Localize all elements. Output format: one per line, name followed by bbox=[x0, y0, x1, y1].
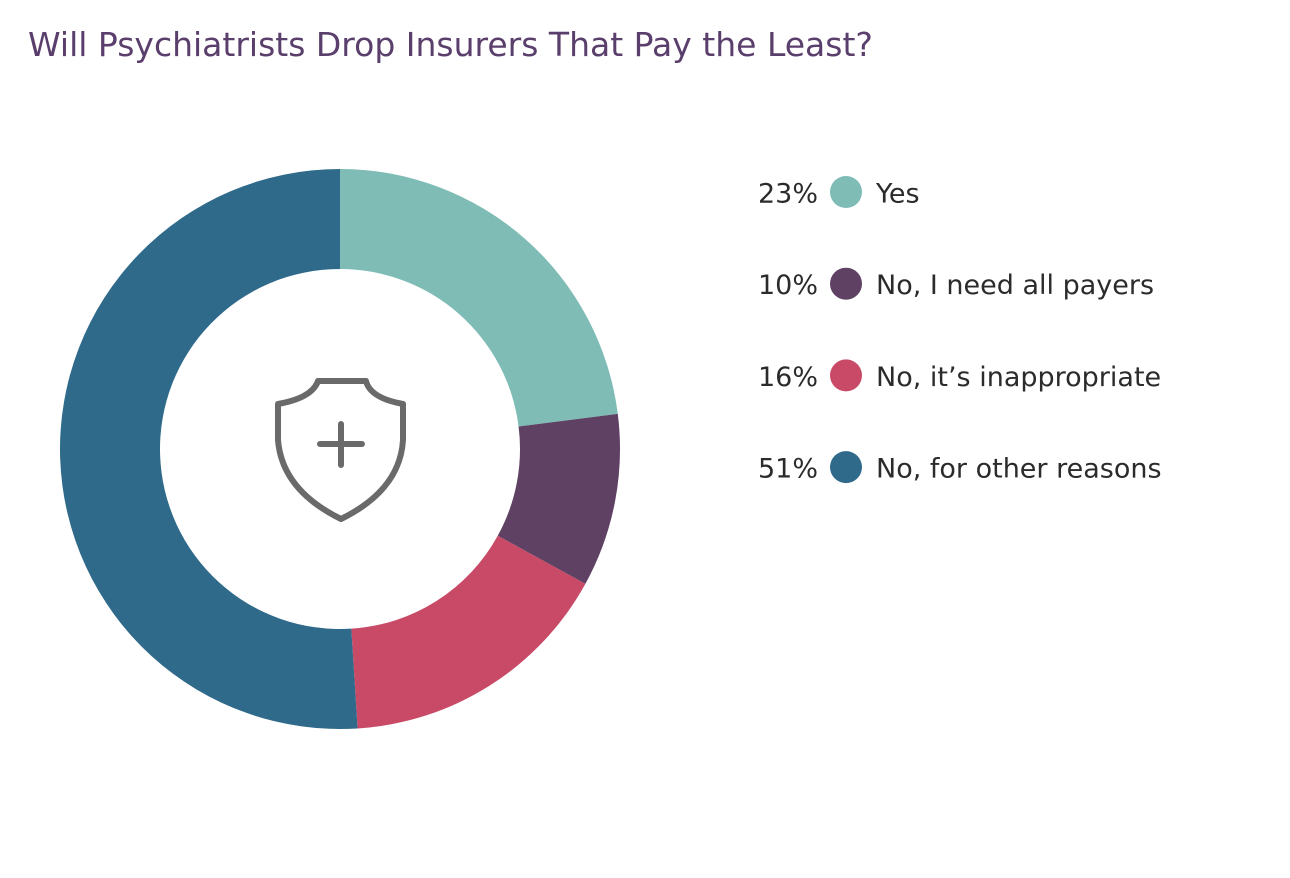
donut-slice bbox=[497, 413, 620, 584]
legend: 23% Yes 10% No, I need all payers 16% No, it’… bbox=[758, 176, 1162, 485]
legend-swatch bbox=[830, 359, 862, 392]
legend-label: Yes bbox=[875, 179, 920, 210]
legend-label: No, I need all payers bbox=[876, 270, 1154, 301]
legend-value: 10% bbox=[758, 270, 818, 301]
donut-slice bbox=[340, 169, 618, 427]
donut bbox=[60, 169, 620, 729]
shield bbox=[275, 378, 406, 522]
shield-icon bbox=[275, 378, 406, 522]
legend-value: 51% bbox=[758, 454, 818, 485]
legend-swatch bbox=[830, 451, 862, 484]
donut-slice bbox=[60, 169, 358, 729]
legend-label: No, for other reasons bbox=[876, 454, 1162, 485]
chart-title: Will Psychiatrists Drop Insurers That Pa… bbox=[28, 25, 873, 64]
donut-slice bbox=[351, 535, 586, 729]
legend-swatch bbox=[830, 267, 862, 300]
legend-label: No, it’s inappropriate bbox=[876, 362, 1161, 393]
legend-swatch bbox=[830, 176, 862, 208]
legend-value: 23% bbox=[758, 179, 818, 210]
legend-value: 16% bbox=[758, 362, 818, 393]
